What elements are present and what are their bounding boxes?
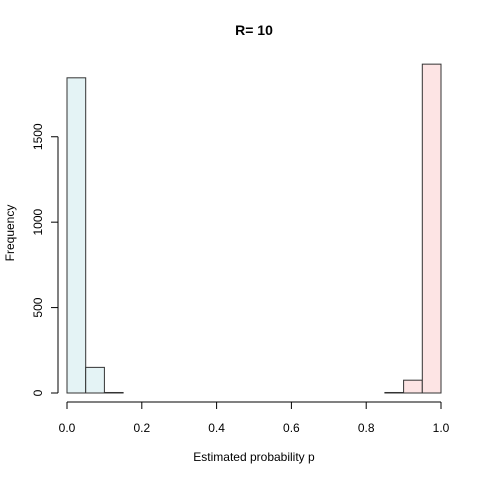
- x-tick-label: 0.6: [283, 421, 300, 435]
- x-tick-label: 0.2: [133, 421, 150, 435]
- y-tick-label: 0: [31, 389, 45, 396]
- y-tick-label: 500: [31, 297, 45, 317]
- bars-group: [66, 63, 442, 394]
- y-tick-label: 1500: [31, 123, 45, 150]
- histogram-bar: [85, 366, 105, 394]
- y-tick-label: 1000: [31, 208, 45, 235]
- x-axis-label: Estimated probability p: [193, 450, 315, 464]
- histogram-bar: [421, 63, 442, 394]
- x-axis: 0.0 0.2 0.4 0.6 0.8 1.0: [59, 401, 450, 435]
- histogram-bar: [403, 379, 423, 394]
- x-tick-label: 0.0: [59, 421, 76, 435]
- x-tick-label: 0.8: [358, 421, 375, 435]
- histogram-bar: [103, 391, 124, 394]
- x-tick-label: 0.4: [208, 421, 225, 435]
- y-axis: 0 500 1000 1500: [31, 123, 59, 396]
- histogram-bar: [66, 77, 87, 394]
- chart-title: R= 10: [235, 22, 273, 38]
- y-axis-label: Frequency: [3, 205, 17, 262]
- x-tick-label: 1.0: [433, 421, 450, 435]
- histogram-bar: [384, 391, 405, 394]
